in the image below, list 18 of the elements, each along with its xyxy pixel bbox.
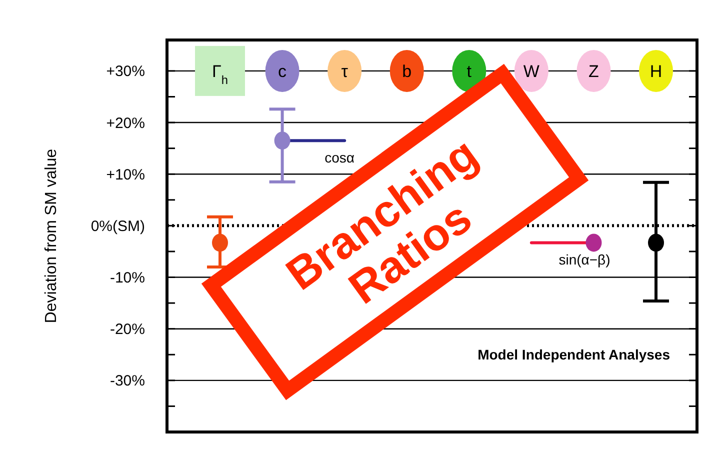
x-tick-label: W [523,62,540,81]
y-tick-label: 0%(SM) [90,218,146,235]
y-tick-label: +20% [106,114,145,132]
y-tick-label: +10% [106,166,145,184]
y-tick-label: -10% [110,270,145,287]
y-axis-title: Deviation from SM value [43,148,60,324]
x-tick-label: Γ$_{h}$ [212,62,228,87]
y-tick-label: -20% [110,321,145,338]
y-tick-label: -30% [110,372,145,390]
x-tick-label: τ [341,62,348,81]
y-tick-label: +30% [106,63,145,80]
x-tick-label: t [466,62,472,81]
annotation: Model Independent Analyses [478,346,670,363]
x-tick-label: b [402,62,412,81]
annotation: sin(α−β) [558,252,610,268]
x-tick-label: Z [588,62,599,81]
x-tick-label: H [650,62,662,81]
x-tick-label: c [278,62,288,81]
